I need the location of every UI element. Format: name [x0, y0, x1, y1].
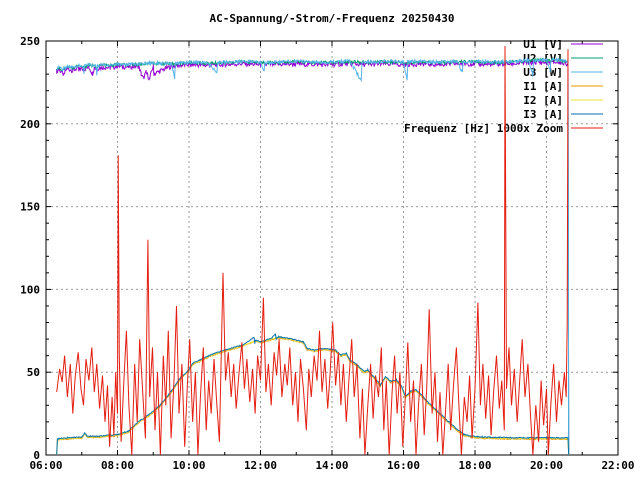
svg-text:20:00: 20:00: [530, 459, 563, 472]
svg-text:200: 200: [20, 118, 40, 131]
series-frequenz: [56, 45, 569, 456]
svg-text:100: 100: [20, 283, 40, 296]
svg-text:U3 [W]: U3 [W]: [523, 66, 563, 79]
axes: [45, 40, 619, 456]
svg-text:06:00: 06:00: [29, 459, 62, 472]
svg-text:0: 0: [33, 449, 40, 462]
svg-text:22:00: 22:00: [601, 459, 634, 472]
svg-text:14:00: 14:00: [315, 459, 348, 472]
svg-text:08:00: 08:00: [101, 459, 134, 472]
axis-tick-labels: 06:00 08:00 10:00 12:00 14:00 16:00 18:00 20:00…: [20, 35, 634, 472]
svg-text:I3 [A]: I3 [A]: [523, 108, 563, 121]
svg-text:I2 [A]: I2 [A]: [523, 94, 563, 107]
series-i3: [56, 333, 570, 456]
svg-text:50: 50: [27, 366, 40, 379]
svg-text:12:00: 12:00: [244, 459, 277, 472]
svg-text:18:00: 18:00: [458, 459, 491, 472]
svg-text:10:00: 10:00: [172, 459, 205, 472]
svg-text:I1 [A]: I1 [A]: [523, 80, 563, 93]
svg-text:250: 250: [20, 35, 40, 48]
series-u3: [56, 57, 570, 456]
legend: U1 [V]U2 [V]U3 [W]I1 [A]I2 [A]I3 [A]Freq…: [404, 38, 603, 135]
svg-text:Frequenz [Hz] 1000x Zoom: Frequenz [Hz] 1000x Zoom: [404, 122, 563, 135]
svg-text:150: 150: [20, 201, 40, 214]
data-series: [56, 45, 570, 456]
svg-text:16:00: 16:00: [387, 459, 420, 472]
svg-text:U1 [V]: U1 [V]: [523, 38, 563, 51]
chart-title: AC-Spannung/-Strom/-Frequenz 20250430: [209, 12, 455, 25]
